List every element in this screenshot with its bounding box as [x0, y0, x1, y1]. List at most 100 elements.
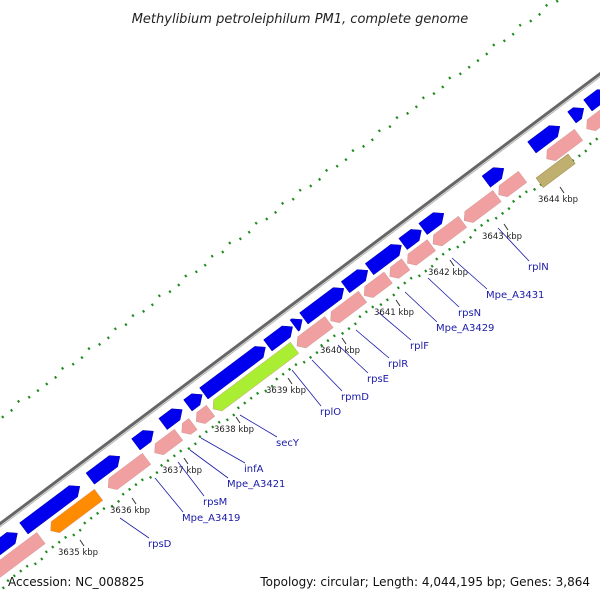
gc-mark [280, 201, 285, 205]
gc-mark [142, 309, 146, 313]
gc-mark [319, 343, 324, 347]
gc-mark [532, 187, 537, 191]
reverse-gene-arrow [546, 128, 584, 162]
gc-mark [255, 391, 260, 395]
forward-gene-arrow [567, 107, 585, 124]
gene-leader-line [239, 414, 278, 438]
gc-mark [12, 574, 16, 578]
gene-label-rpsm: rpsM [203, 497, 227, 508]
gene-leader-line [355, 329, 390, 359]
gc-mark [309, 184, 313, 188]
gc-mark [80, 356, 84, 360]
reverse-gene-arrow [195, 404, 216, 424]
reverse-gene-arrow [407, 239, 436, 266]
gc-mark [203, 263, 207, 267]
gc-mark [511, 32, 515, 36]
gene-leader-line [177, 461, 205, 497]
gc-mark [243, 401, 247, 405]
gc-mark [518, 195, 522, 199]
gc-mark [430, 264, 434, 268]
gene-label-mpe_a3431: Mpe_A3431 [486, 290, 544, 301]
gene-leader-line [337, 344, 369, 374]
gene-leader-line [404, 291, 438, 323]
forward-gene-arrow [0, 532, 18, 556]
gene-leader-line [311, 359, 343, 392]
reverse-gene-arrow [330, 290, 368, 324]
gc-mark [264, 389, 268, 393]
forward-gene-arrow [398, 229, 422, 250]
gc-mark [113, 327, 117, 331]
kbp-tick-label: 3638 kbp [214, 425, 254, 435]
gc-mark [198, 435, 202, 439]
gc-mark [308, 355, 313, 359]
kbp-ruler: 3635 kbp 3636 kbp 3637 kbp 3638 kbp 3639 kbp… [58, 186, 578, 558]
gene-label-mpe_a3429: Mpe_A3429 [436, 323, 494, 334]
gc-mark [83, 521, 87, 525]
kbp-tick-label: 3644 kbp [538, 195, 578, 205]
backbone-highlight [0, 76, 600, 528]
gc-mark [134, 483, 138, 487]
gc-mark [160, 463, 164, 467]
gc-mark [294, 363, 298, 367]
gc-mark [211, 425, 215, 429]
gc-mark [396, 286, 400, 290]
gene-label-rpsd: rpsD [148, 539, 172, 550]
gc-mark [511, 199, 516, 203]
gc-mark [124, 323, 128, 327]
gc-mark [326, 339, 330, 343]
gc-mark [168, 290, 172, 294]
forward-gene-arrow [418, 212, 445, 235]
gene-label-rpse: rpsE [367, 374, 389, 385]
gene-label-rplr: rplR [388, 359, 408, 370]
gc-mark [78, 528, 82, 532]
kbp-tick-label: 3642 kbp [428, 268, 468, 278]
forward-gene-arrow [527, 125, 561, 154]
gc-mark [358, 315, 362, 319]
forward-gene-arrow [85, 455, 121, 485]
gc-mark [25, 564, 29, 568]
gc-mark [193, 442, 197, 446]
gc-mark [1, 586, 5, 590]
gene-label-rpmd: rpmD [341, 392, 369, 403]
gc-mark [555, 0, 559, 3]
gc-mark [588, 142, 592, 146]
gc-mark [379, 303, 383, 307]
gc-mark [166, 459, 170, 463]
gc-mark [577, 154, 581, 158]
gc-mark [291, 197, 295, 201]
gc-mark [187, 447, 191, 451]
forward-gene-arrow [263, 325, 293, 352]
gc-mark [344, 158, 348, 162]
gc-mark [467, 65, 471, 69]
gc-mark [10, 408, 14, 412]
kbp-tick-mark [131, 497, 137, 505]
genome-summary-text: Topology: circular; Length: 4,044,195 bp… [259, 575, 590, 589]
kbp-tick-label: 3639 kbp [266, 386, 306, 396]
gene-leader-line [189, 449, 229, 479]
gc-mark [51, 545, 55, 549]
gc-mark [117, 499, 121, 503]
kbp-tick-mark [183, 457, 189, 465]
gc-mark [72, 533, 76, 537]
accession-text: Accession: NC_008825 [8, 575, 144, 589]
kbp-tick-label: 3635 kbp [58, 548, 98, 558]
gc-mark [273, 210, 278, 214]
gc-mark [98, 342, 102, 346]
gc-mark [361, 144, 366, 148]
reverse-gene-arrow [363, 271, 393, 298]
gc-mark [106, 336, 110, 340]
gc-mark [370, 138, 374, 142]
gc-mark [595, 137, 599, 141]
kbp-tick-label: 3640 kbp [320, 346, 360, 356]
gc-mark [64, 535, 68, 540]
gc-mark [232, 413, 236, 417]
gc-mark [53, 375, 58, 379]
gc-mark [479, 223, 484, 227]
kbp-tick-mark [341, 337, 347, 345]
gc-mark [128, 487, 132, 491]
gc-mark [409, 276, 413, 280]
gc-mark [131, 314, 135, 318]
gc-mark [424, 269, 428, 273]
gc-mark [236, 406, 240, 410]
